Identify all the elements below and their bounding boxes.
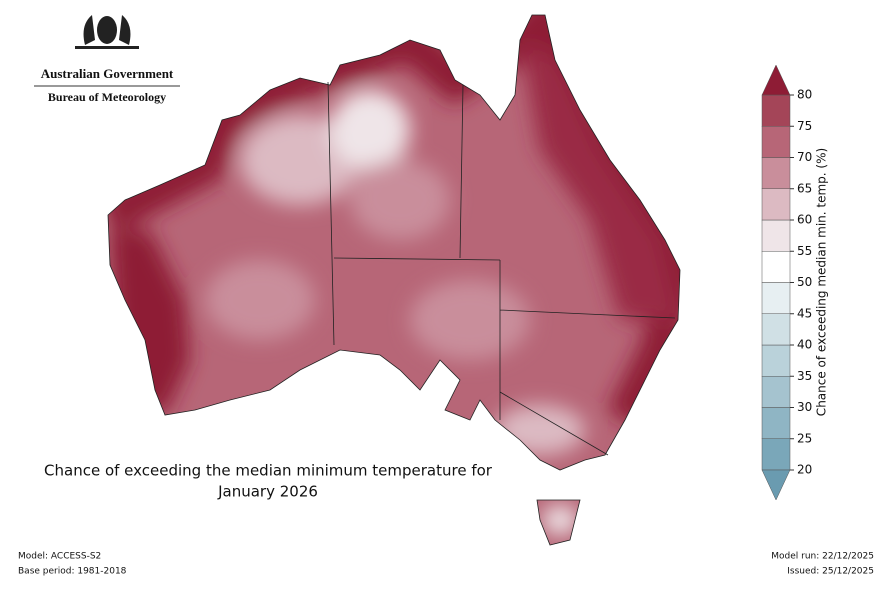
title-line: January 2026 — [217, 483, 318, 501]
colorbar-segment — [761, 188, 791, 221]
colorbar-segment — [761, 438, 791, 471]
colorbar-segment — [761, 126, 791, 158]
logo-line2: Bureau of Meteorology — [48, 90, 166, 104]
colorbar-segment — [761, 157, 791, 189]
colorbar-tick-label: 20 — [797, 463, 812, 477]
colorbar-tick-label: 55 — [797, 244, 812, 258]
colorbar-tick-label: 30 — [797, 400, 812, 414]
colorbar-tick-label: 80 — [797, 88, 812, 102]
colorbar-segment — [761, 282, 791, 314]
model: Model: ACCESS-S2 — [18, 552, 101, 562]
colorbar-tick-label: 70 — [797, 150, 812, 164]
colorbar: 20 25 30 35 40 45 50 55 60 65 70 75 80 — [761, 64, 812, 501]
colorbar-segment — [761, 251, 791, 283]
colorbar-tick-label: 65 — [797, 181, 812, 195]
colorbar-tick-label: 35 — [797, 369, 812, 383]
colorbar-tick-label: 60 — [797, 213, 812, 227]
colorbar-segment — [761, 407, 791, 439]
logo-line1: Australian Government — [41, 66, 174, 81]
colorbar-under — [761, 469, 791, 501]
colorbar-segment — [761, 313, 791, 346]
colorbar-tick-label: 45 — [797, 306, 812, 320]
colorbar-segment — [761, 344, 791, 377]
colorbar-tick-label: 25 — [797, 431, 812, 445]
base-period: Base period: 1981-2018 — [18, 567, 127, 577]
colorbar-tick-label: 50 — [797, 275, 812, 289]
logo: Australian Government Bureau of Meteorol… — [34, 15, 180, 104]
model-run: Model run: 22/12/2025 — [771, 552, 874, 562]
colorbar-label: Chance of exceeding median min. temp. (%… — [815, 148, 829, 416]
colorbar-segment — [761, 376, 791, 408]
colorbar-tick-label: 40 — [797, 338, 812, 352]
colorbar-tick-label: 75 — [797, 119, 812, 133]
title-line: Chance of exceeding the median minimum t… — [44, 462, 493, 480]
colorbar-over — [761, 64, 791, 96]
colorbar-segment — [761, 219, 791, 252]
colorbar-segment — [761, 94, 791, 127]
issued: Issued: 25/12/2025 — [787, 567, 874, 577]
borders — [107, 14, 681, 546]
